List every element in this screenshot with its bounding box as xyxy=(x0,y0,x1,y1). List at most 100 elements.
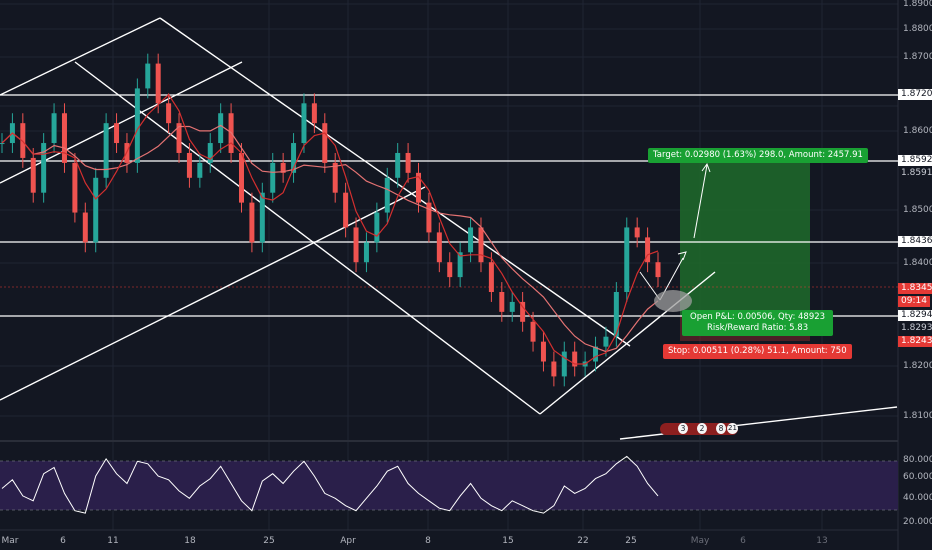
price-label: 1.85000 xyxy=(903,205,932,215)
event-marker[interactable]: 21 xyxy=(727,423,738,434)
level-tag: 1.82946 xyxy=(898,310,932,321)
candle-body xyxy=(103,123,109,178)
candle-body xyxy=(238,152,244,203)
candle-body xyxy=(520,301,526,322)
time-label: Mar xyxy=(1,536,19,546)
time-label: 25 xyxy=(263,536,275,546)
candle-body xyxy=(41,143,47,193)
candle-body xyxy=(530,321,536,342)
candle-body xyxy=(322,123,328,163)
candle-body xyxy=(311,103,317,124)
event-marker[interactable]: 3 xyxy=(678,423,688,434)
candle-body xyxy=(145,63,151,89)
candle-body xyxy=(343,192,349,228)
candle-body xyxy=(634,227,640,238)
time-label: 8 xyxy=(425,536,431,546)
candle-body xyxy=(405,152,411,173)
candle-body xyxy=(72,162,78,213)
price-label: 1.87000 xyxy=(903,52,932,62)
candle-body xyxy=(468,227,474,253)
candle-body xyxy=(416,172,422,203)
last-price-tag: 1.83452 xyxy=(898,283,932,294)
candle-body xyxy=(436,232,442,263)
price-label: 1.84000 xyxy=(903,258,932,268)
level-tag: 1.82938 xyxy=(901,323,932,333)
open-pnl-text: Open P&L: 0.00506, Qty: 48923 xyxy=(690,312,826,322)
candle-body xyxy=(155,63,161,104)
moving-average-slow xyxy=(1,124,659,353)
falling-channel-bottom xyxy=(74,61,541,415)
event-marker[interactable]: 8 xyxy=(716,423,726,434)
price-series xyxy=(0,53,661,387)
candle-body xyxy=(561,351,567,377)
candle-body xyxy=(93,177,99,243)
falling-channel-top xyxy=(159,17,631,347)
candle-body xyxy=(166,103,172,124)
risk-reward-text: Risk/Reward Ratio: 5.83 xyxy=(706,323,809,333)
candle-body xyxy=(645,237,651,263)
target-label[interactable]: Target: 0.02980 (1.63%) 298.0, Amount: 2… xyxy=(648,148,868,163)
time-label: 6 xyxy=(60,536,66,546)
candle-body xyxy=(551,361,557,377)
candle-body xyxy=(30,157,36,193)
candle-body xyxy=(613,292,619,337)
time-label: Apr xyxy=(340,536,356,546)
candle-body xyxy=(572,351,578,367)
rising-channel-mid xyxy=(0,61,243,184)
candle-body xyxy=(249,202,255,243)
time-label: 13 xyxy=(816,536,828,546)
price-label: 1.89000 xyxy=(903,0,932,9)
candle-body xyxy=(374,212,380,243)
rsi-axis-label: 40.0000 xyxy=(903,493,932,503)
candle-body xyxy=(61,113,67,163)
candle-body xyxy=(134,88,140,163)
projection-arrow-1-head xyxy=(677,251,687,261)
price-label: 1.82000 xyxy=(903,361,932,371)
rsi-band xyxy=(0,461,898,510)
rsi-axis-label: 60.0000 xyxy=(903,472,932,482)
candle-body xyxy=(384,177,390,213)
time-label: May xyxy=(690,536,710,546)
candle-body xyxy=(207,143,213,163)
event-marker[interactable]: 2 xyxy=(697,423,707,434)
rsi-axis-label: 80.0000 xyxy=(903,455,932,465)
projection-arrow-2-head xyxy=(701,162,711,173)
time-label: 11 xyxy=(107,536,119,546)
trend-lines[interactable] xyxy=(0,17,898,440)
rising-channel-bottom xyxy=(0,186,426,401)
price-label: 1.81000 xyxy=(903,411,932,421)
candle-body xyxy=(0,143,5,145)
projection-arrow-0 xyxy=(639,271,661,301)
stop-price-tag: 1.82435 xyxy=(898,336,932,347)
time-label: 6 xyxy=(740,536,746,546)
candle-body xyxy=(499,292,505,312)
candle-body xyxy=(114,123,120,144)
stop-label[interactable]: Stop: 0.00511 (0.28%) 51.1, Amount: 750 xyxy=(663,344,852,359)
candle-body xyxy=(197,162,203,178)
candle-body xyxy=(395,152,401,178)
position-pnl-box[interactable]: Open P&L: 0.00506, Qty: 48923 Risk/Rewar… xyxy=(682,310,834,336)
rsi-line xyxy=(1,455,659,514)
target-zone[interactable] xyxy=(680,161,810,316)
candle-body xyxy=(624,227,630,292)
level-tag: 1.87202 xyxy=(898,89,932,100)
candle-body xyxy=(291,143,297,173)
entry-zone-ellipse[interactable] xyxy=(654,290,692,312)
candle-body xyxy=(655,262,661,278)
time-label: 22 xyxy=(577,536,589,546)
candle-body xyxy=(176,123,182,153)
candle-body xyxy=(509,301,515,312)
candle-body xyxy=(259,192,265,243)
rising-channel-top xyxy=(0,17,161,96)
rsi-axis-label: 20.0000 xyxy=(903,517,932,527)
candle-body xyxy=(457,252,463,278)
candle-body xyxy=(82,212,88,243)
candle-body xyxy=(280,162,286,173)
time-label: 18 xyxy=(184,536,196,546)
price-label: 1.86000 xyxy=(903,126,932,136)
candle-body xyxy=(270,162,276,193)
countdown-tag: 09:14 xyxy=(898,296,930,307)
level-tag: 1.84362 xyxy=(898,236,932,247)
